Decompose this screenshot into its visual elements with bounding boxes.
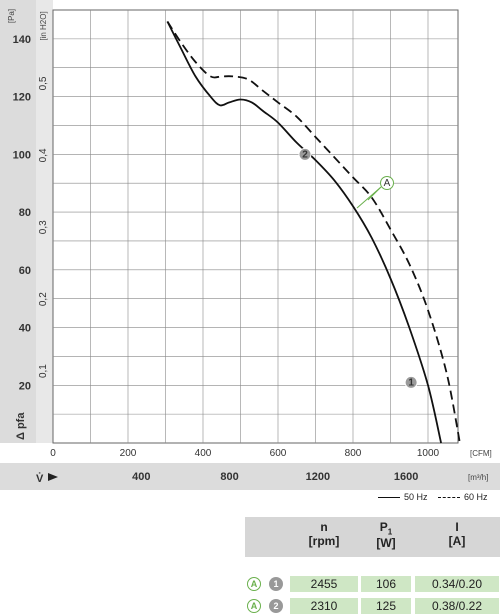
point-badge-icon: 1 xyxy=(269,577,283,591)
operating-point-2: 2 xyxy=(298,147,312,161)
x-unit-bottom: [m³/h] xyxy=(468,473,488,482)
x2-tick-label: 400 xyxy=(132,471,150,483)
legend-50hz: 50 Hz xyxy=(378,492,428,502)
point-circle xyxy=(404,375,418,389)
curves xyxy=(166,21,461,444)
chart-grid xyxy=(52,9,459,444)
header-p1-top: P1 xyxy=(361,520,411,536)
header-p1: P1 [W] xyxy=(361,520,411,550)
x-tick-label: 600 xyxy=(270,448,287,459)
x-unit-top: [CFM] xyxy=(470,449,492,458)
x2-tick-label: 1200 xyxy=(306,471,330,483)
point-label: 1 xyxy=(408,377,414,388)
x-tick-label: 1000 xyxy=(417,448,440,459)
legend-dashed-label: 60 Hz xyxy=(464,492,488,502)
header-p1-unit: [W] xyxy=(376,536,396,551)
table-row: A 2 2310 125 0.38/0.22 xyxy=(245,598,500,614)
x-axis-label: V̇ xyxy=(36,472,44,485)
y-tick-label: 20 xyxy=(19,380,31,392)
point-badge-icon: 2 xyxy=(269,599,283,613)
y-unit-right: [in H2O] xyxy=(39,11,48,40)
axis-bands xyxy=(0,0,500,490)
y-tick-label: 100 xyxy=(13,149,31,161)
y-tick-label: 80 xyxy=(19,207,31,219)
y-axis-label: Δ pfa xyxy=(15,412,27,440)
y-tick-label: 60 xyxy=(19,265,31,277)
curve-50hz xyxy=(166,21,442,444)
x-tick-label: 200 xyxy=(120,448,137,459)
x2-tick-label: 800 xyxy=(220,471,238,483)
x-tick-label: 400 xyxy=(195,448,212,459)
legend-solid-line xyxy=(378,497,400,499)
header-n-top: n xyxy=(320,520,328,534)
point-label: 2 xyxy=(302,149,308,160)
marker-a-icon: A xyxy=(247,577,261,591)
header-i-unit: [A] xyxy=(448,534,466,548)
cell-rpm: 2310 xyxy=(290,598,358,614)
legend-dashed-line xyxy=(438,497,460,499)
cell-power: 125 xyxy=(361,598,411,614)
header-p1-sub: 1 xyxy=(387,527,393,537)
y2-tick-label: 0,2 xyxy=(38,292,49,306)
y-tick-label: 120 xyxy=(13,92,31,104)
annotation-leader xyxy=(367,186,382,201)
point-markers: 1 2 A xyxy=(298,147,418,389)
left-axis-band xyxy=(0,0,36,490)
m3h-axis-band xyxy=(0,463,500,490)
annotation-a: A xyxy=(356,176,394,209)
x2-tick-label: 1600 xyxy=(394,471,418,483)
header-i-top: I xyxy=(455,520,459,534)
legend-60hz: 60 Hz xyxy=(438,492,488,502)
table-header: n [rpm] P1 [W] I [A] xyxy=(245,520,500,556)
table-row: A 1 2455 106 0.34/0.20 xyxy=(245,576,500,592)
plot-border xyxy=(52,9,459,444)
cell-power: 106 xyxy=(361,576,411,592)
cell-rpm: 2455 xyxy=(290,576,358,592)
y2-tick-label: 0,4 xyxy=(38,148,49,162)
header-n-unit: [rpm] xyxy=(308,534,340,548)
y-unit-left: [Pa] xyxy=(7,9,16,23)
header-p1-letter: P xyxy=(379,520,388,534)
header-n: n [rpm] xyxy=(290,520,358,548)
marker-a-icon: A xyxy=(247,599,261,613)
right-unit-band xyxy=(36,0,53,443)
y-tick-label: 140 xyxy=(13,34,31,46)
point-circle xyxy=(298,147,312,161)
y2-tick-label: 0,5 xyxy=(38,76,49,90)
cfm-axis-band xyxy=(0,443,500,463)
y2-tick-label: 0,1 xyxy=(38,364,49,378)
table-header-bg xyxy=(245,517,500,557)
x-tick-label: 0 xyxy=(50,448,56,459)
cell-current: 0.34/0.20 xyxy=(415,576,499,592)
annotation-label: A xyxy=(384,178,391,189)
x-tick-label: 800 xyxy=(345,448,362,459)
curve-60hz xyxy=(166,21,461,444)
x-axis-arrow-icon xyxy=(48,473,58,481)
y2-tick-label: 0,3 xyxy=(38,220,49,234)
legend-solid-label: 50 Hz xyxy=(404,492,428,502)
operating-point-1: 1 xyxy=(404,375,418,389)
y-tick-label: 40 xyxy=(19,323,31,335)
annotation-circle xyxy=(380,176,394,190)
cell-current: 0.38/0.22 xyxy=(415,598,499,614)
header-i: I [A] xyxy=(415,520,499,548)
